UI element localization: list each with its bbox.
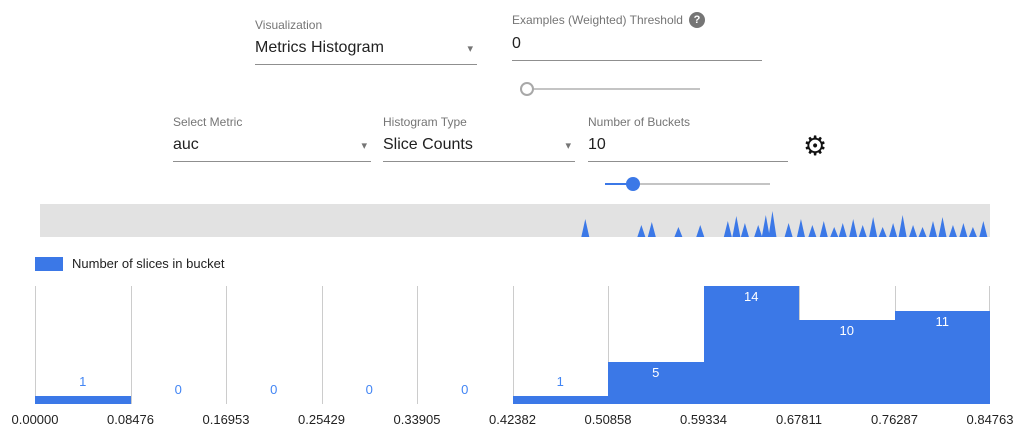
x-axis-tick-label: 0.00000	[11, 412, 59, 427]
visualization-value: Metrics Histogram	[255, 39, 384, 56]
settings-gear-icon[interactable]: ⚙	[803, 131, 828, 161]
visualization-label: Visualization	[255, 18, 323, 32]
gridline	[512, 286, 514, 404]
x-axis-labels: 0.00000 0.08476 0.16953 0.25429 0.33905 0.423…	[12, 412, 1014, 430]
chevron-down-icon: ▾	[467, 42, 473, 55]
histogram-type-value: Slice Counts	[383, 136, 473, 153]
bar-value-label: 0	[174, 382, 182, 397]
help-icon[interactable]: ?	[688, 12, 705, 28]
visualization-field: Visualization Metrics Histogram ▾	[255, 18, 477, 65]
histogram-type-dropdown[interactable]: Slice Counts ▾	[383, 136, 575, 162]
gridline	[417, 286, 418, 404]
x-axis-tick-label: 0.33905	[393, 412, 441, 427]
histogram-bar[interactable]	[512, 395, 608, 404]
legend-label: Number of slices in bucket	[72, 256, 225, 271]
bar-value-label: 1	[79, 373, 87, 389]
bar-value-label: 1	[556, 373, 564, 389]
num-buckets-label: Number of Buckets	[588, 115, 691, 129]
bar-value-label: 0	[365, 382, 373, 397]
buckets-slider[interactable]	[605, 177, 770, 191]
num-buckets-field: Number of Buckets	[588, 115, 788, 162]
chevron-down-icon: ▾	[361, 139, 367, 152]
overview-brush-strip[interactable]	[40, 204, 990, 237]
histogram-bar[interactable]	[35, 395, 131, 404]
histogram-bar[interactable]	[608, 361, 704, 404]
threshold-slider[interactable]	[520, 82, 700, 96]
select-metric-dropdown[interactable]: auc ▾	[173, 136, 371, 162]
bar-value-label: 0	[461, 382, 469, 397]
x-axis-tick-label: 0.50858	[584, 412, 632, 427]
gridline	[35, 286, 36, 404]
x-axis-tick-label: 0.84763	[966, 412, 1014, 427]
select-metric-label: Select Metric	[173, 115, 243, 129]
histogram-type-label: Histogram Type	[383, 115, 467, 129]
threshold-label: Examples (Weighted) Threshold	[512, 13, 683, 27]
x-axis-tick-label: 0.16953	[202, 412, 250, 427]
threshold-slider-handle[interactable]	[520, 82, 534, 96]
gridline	[226, 286, 227, 404]
histogram-bar[interactable]	[703, 286, 799, 404]
x-axis-tick-label: 0.08476	[107, 412, 154, 427]
gridline	[608, 286, 609, 404]
overview-spikes	[581, 211, 988, 237]
buckets-slider-handle[interactable]	[626, 177, 641, 191]
buckets-slider-fill	[605, 183, 634, 185]
bar-value-label: 0	[270, 382, 278, 397]
x-axis-tick-label: 0.25429	[298, 412, 345, 427]
histogram-bar[interactable]	[894, 311, 990, 404]
x-axis-tick-label: 0.67811	[775, 412, 823, 427]
gridline	[321, 286, 323, 404]
gridline	[130, 286, 132, 404]
select-metric-value: auc	[173, 136, 199, 153]
num-buckets-input[interactable]	[588, 136, 788, 154]
chevron-down-icon: ▾	[565, 139, 571, 152]
legend-swatch	[35, 256, 63, 271]
visualization-dropdown[interactable]: Metrics Histogram ▾	[255, 39, 477, 65]
threshold-input[interactable]	[512, 35, 762, 53]
buckets-slider-track[interactable]	[605, 183, 770, 185]
x-axis-tick-label: 0.42382	[489, 412, 536, 427]
histogram-bar[interactable]	[799, 319, 895, 404]
x-axis-tick-label: 0.59334	[680, 412, 727, 427]
threshold-slider-track[interactable]	[520, 88, 700, 90]
histogram-chart: 1 0 0 0 0 1 5 14 10 11 0.00000 0.08476 0.16953 0.254…	[0, 280, 1024, 430]
x-axis-tick-label: 0.76287	[871, 412, 918, 427]
chart-legend: Number of slices in bucket	[35, 256, 224, 271]
histogram-type-field: Histogram Type Slice Counts ▾	[383, 115, 575, 162]
select-metric-field: Select Metric auc ▾	[173, 115, 371, 162]
threshold-field: Examples (Weighted) Threshold ?	[512, 12, 762, 61]
plot-area: 1 0 0 0 0 1 5 14 10 11	[35, 286, 990, 404]
